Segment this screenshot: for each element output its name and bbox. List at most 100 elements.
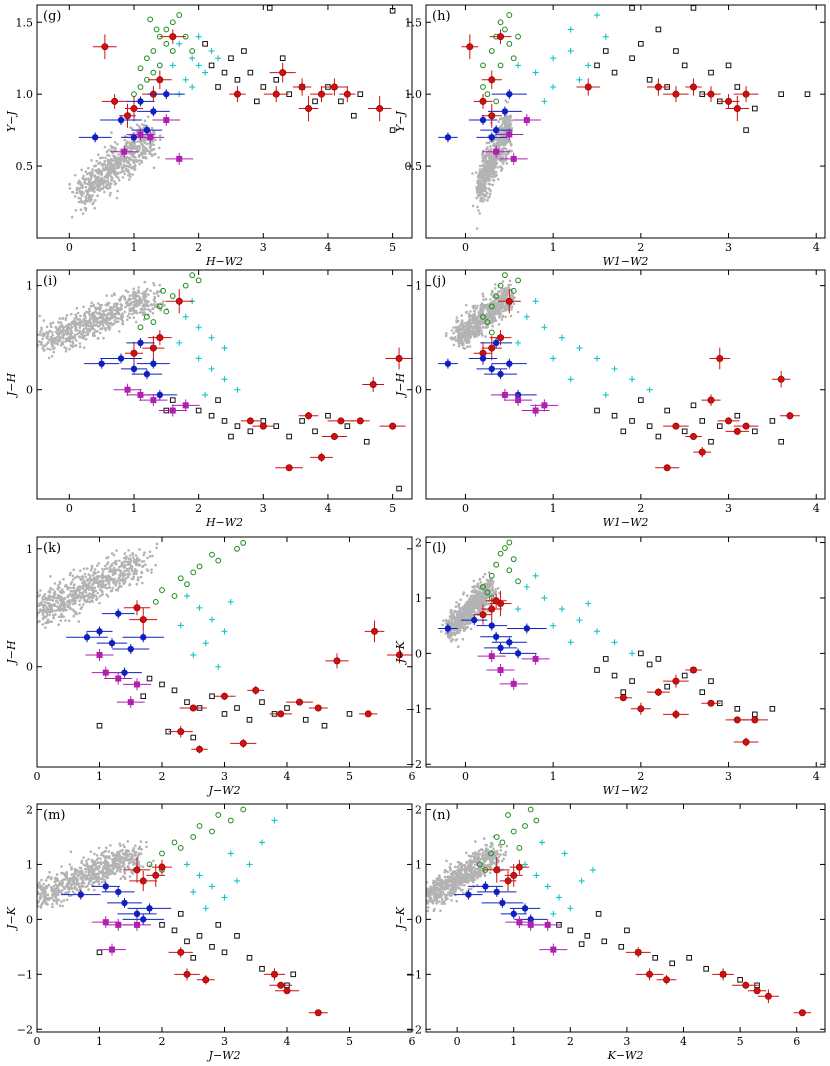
blue-point xyxy=(115,610,122,617)
gray-dot xyxy=(449,633,452,637)
gray-dot xyxy=(110,182,113,185)
gray-dot xyxy=(484,303,487,307)
gray-dot xyxy=(96,336,100,340)
gray-dot xyxy=(33,605,36,608)
gray-dot xyxy=(86,182,89,186)
gray-dot xyxy=(88,592,92,596)
gray-dot xyxy=(478,164,482,168)
gray-dot xyxy=(118,165,121,169)
gray-dot xyxy=(89,316,92,319)
gray-dot xyxy=(115,320,119,324)
gray-dot xyxy=(41,603,44,607)
gray-dot xyxy=(124,289,128,292)
gray-dot xyxy=(503,140,507,144)
gray-dot xyxy=(110,563,113,566)
gray-dot xyxy=(17,604,20,607)
magenta-square-point xyxy=(150,397,157,404)
gray-dot xyxy=(459,626,462,630)
gray-dot xyxy=(90,566,94,570)
gray-dot xyxy=(126,141,129,145)
series-black-square xyxy=(594,397,784,445)
gray-dot xyxy=(100,164,104,167)
blue-point xyxy=(506,360,513,367)
cyan-plus-point xyxy=(169,62,176,69)
gray-dot xyxy=(128,572,131,576)
black-square-point xyxy=(752,105,758,112)
gray-dot xyxy=(483,572,487,576)
red-point xyxy=(488,605,496,613)
cyan-plus-point xyxy=(196,604,203,611)
gray-dot xyxy=(53,602,56,606)
gray-dot xyxy=(99,585,103,588)
gray-dot xyxy=(453,336,457,340)
gray-dot xyxy=(59,343,63,347)
gray-dot xyxy=(475,335,478,338)
gray-dot xyxy=(490,309,493,313)
gray-dot xyxy=(124,144,128,147)
gray-dot xyxy=(505,162,509,165)
blue-point xyxy=(143,126,151,134)
gray-dot xyxy=(456,325,460,329)
gray-dot xyxy=(468,345,472,348)
cyan-plus-point xyxy=(221,345,228,352)
gray-dot xyxy=(114,562,118,566)
plot-area xyxy=(27,272,412,492)
cyan-plus-point xyxy=(629,376,636,383)
gray-dot xyxy=(121,314,125,318)
gray-dot xyxy=(141,155,145,158)
gray-dot xyxy=(468,616,472,619)
gray-dot xyxy=(27,328,30,331)
gray-dot xyxy=(97,307,100,310)
gray-dot xyxy=(516,310,520,314)
gray-dot xyxy=(91,202,94,206)
gray-dot xyxy=(23,629,26,632)
black-square-point xyxy=(312,98,318,105)
gray-dot xyxy=(463,339,467,343)
field-dwarf-cloud xyxy=(68,115,162,219)
red-point xyxy=(330,83,338,91)
gray-dot xyxy=(125,302,128,305)
gray-dot xyxy=(52,616,56,619)
gray-dot xyxy=(87,324,90,328)
cyan-plus-point xyxy=(208,365,215,372)
x-tick-label: 2 xyxy=(195,241,202,254)
gray-dot xyxy=(126,156,129,159)
gray-dot xyxy=(54,613,57,616)
gray-dot xyxy=(481,152,484,156)
x-tick: 3 xyxy=(725,270,732,515)
gray-dot xyxy=(113,308,116,312)
red-point xyxy=(101,43,109,51)
gray-dot xyxy=(123,563,127,567)
red-point xyxy=(786,412,794,420)
gray-dot xyxy=(492,164,495,168)
gray-dot xyxy=(84,208,87,212)
gray-dot xyxy=(108,311,112,315)
gray-dot xyxy=(106,303,110,307)
cyan-plus-point xyxy=(567,48,574,55)
gray-dot xyxy=(503,125,507,128)
green-circle-point xyxy=(506,539,513,546)
gray-dot xyxy=(84,316,87,320)
blue-point xyxy=(140,634,147,641)
gray-dot xyxy=(94,594,98,598)
gray-dot xyxy=(123,298,127,301)
gray-dot xyxy=(498,155,502,158)
gray-dot xyxy=(473,310,476,313)
gray-dot xyxy=(92,332,96,335)
red-point xyxy=(221,692,229,700)
gray-dot xyxy=(103,567,107,571)
gray-dot xyxy=(471,320,475,324)
gray-dot xyxy=(490,318,494,322)
red-point xyxy=(285,464,293,472)
gray-dot xyxy=(484,185,487,189)
series-cyan-plus xyxy=(515,572,636,657)
gray-dot xyxy=(454,605,458,608)
gray-dot xyxy=(140,151,143,154)
gray-dot xyxy=(506,115,510,119)
gray-dot xyxy=(133,144,137,148)
gray-dot xyxy=(478,595,482,599)
gray-dot xyxy=(477,175,480,178)
gray-dot xyxy=(458,609,462,612)
series-magenta-square xyxy=(110,114,194,165)
gray-dot xyxy=(82,174,85,178)
